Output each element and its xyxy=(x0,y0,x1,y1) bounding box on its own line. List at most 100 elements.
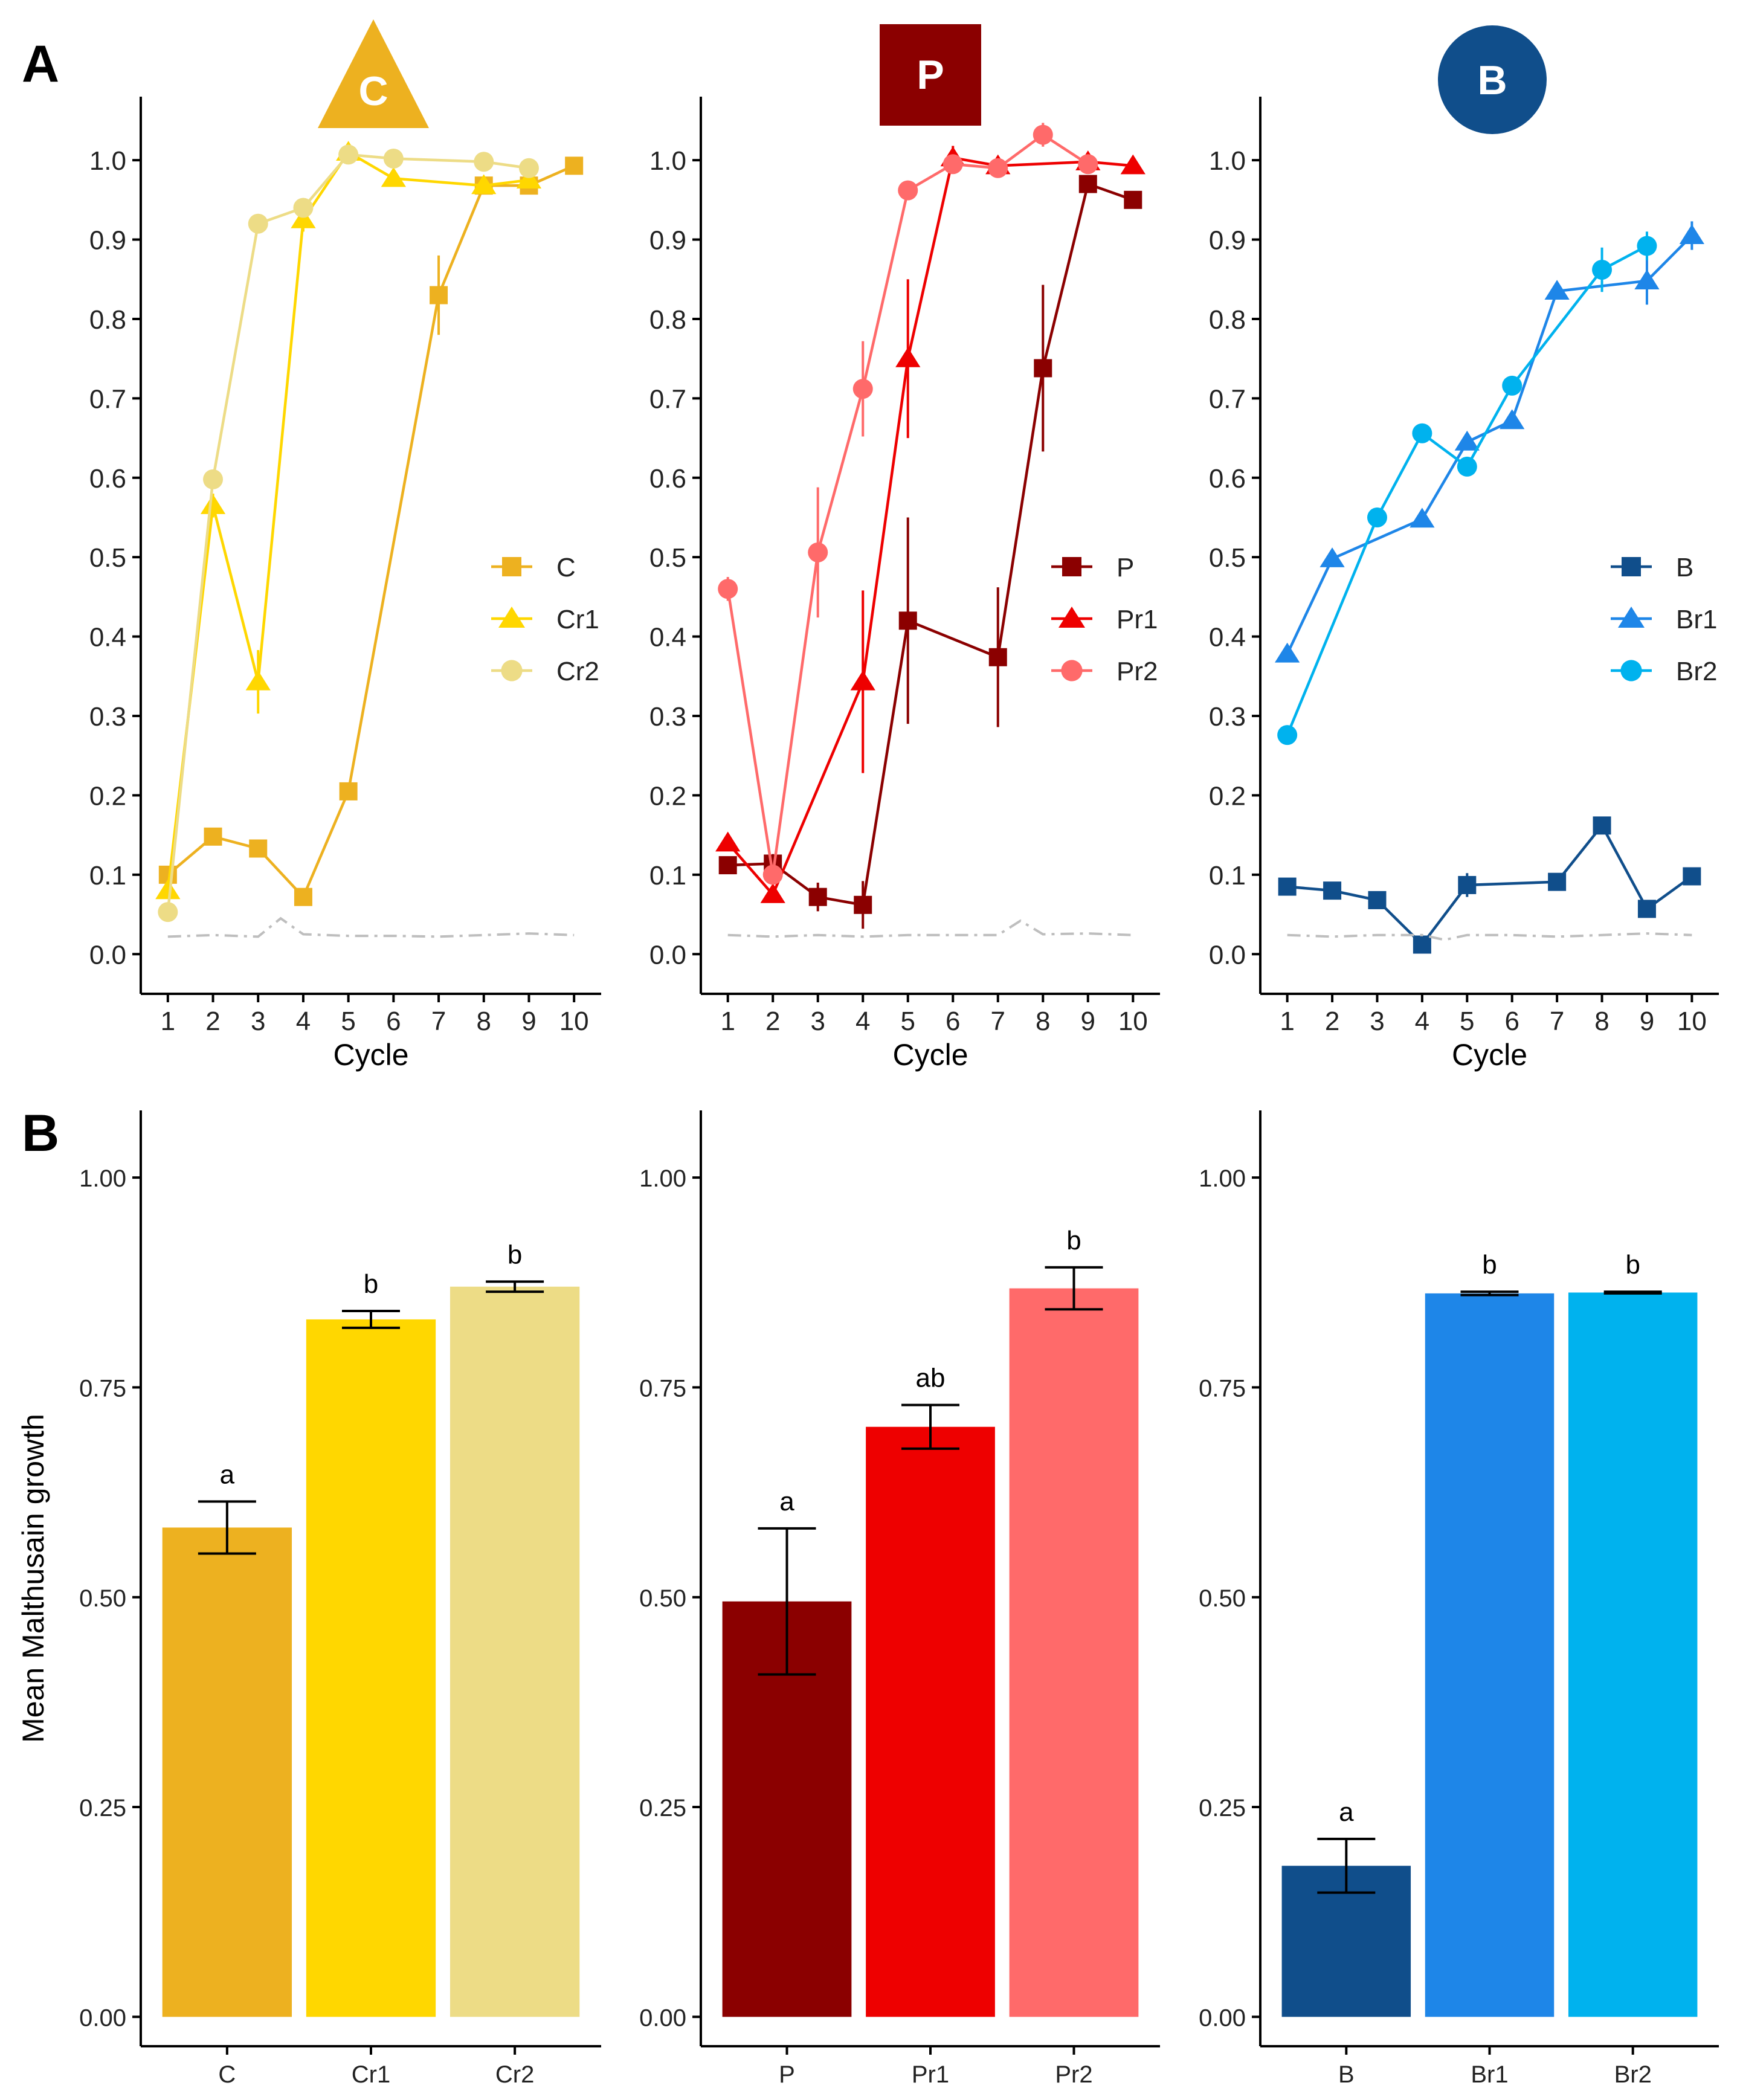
series-line-cr2 xyxy=(166,153,529,912)
x-tick-label: 2 xyxy=(765,1007,780,1036)
x-tick-label: 9 xyxy=(521,1007,536,1036)
legend-marker xyxy=(502,557,521,576)
significance-letter: b xyxy=(1482,1250,1497,1280)
y-tick-label: 1.0 xyxy=(1209,146,1246,176)
x-tick-label: C xyxy=(218,2061,236,2088)
x-tick-label: 4 xyxy=(856,1007,870,1036)
data-point xyxy=(1367,507,1387,528)
y-tick-label: 0.25 xyxy=(639,1795,686,1821)
y-tick-label: 0.8 xyxy=(649,305,686,335)
x-axis-title: Cycle xyxy=(1452,1038,1527,1072)
bar-chart-b-p: 0.00 0.25 0.50 0.75 1.00 a Pab Pr1 b Pr2 xyxy=(639,1110,1160,2088)
data-point xyxy=(1410,507,1435,528)
control-line xyxy=(1287,932,1692,941)
series-line-br1 xyxy=(1286,234,1693,655)
data-point xyxy=(988,648,1007,666)
bar-chart-b-b: 0.00 0.25 0.50 0.75 1.00 a Bb Br1 b Br2 xyxy=(1199,1110,1719,2088)
data-point xyxy=(249,839,268,858)
bar-pr2 xyxy=(1009,1288,1139,2017)
significance-letter: a xyxy=(1339,1797,1354,1827)
x-tick-label: Cr2 xyxy=(495,2061,534,2088)
y-tick-label: 1.00 xyxy=(639,1165,686,1192)
data-point xyxy=(1593,816,1611,835)
data-point xyxy=(942,154,963,175)
x-tick-label: B xyxy=(1338,2061,1355,2088)
data-point xyxy=(518,158,539,178)
data-point xyxy=(852,379,873,399)
y-tick-label: 0.2 xyxy=(89,781,126,811)
legend-marker xyxy=(1058,607,1085,628)
x-tick-label: Cr1 xyxy=(352,2061,390,2088)
y-tick-label: 0.1 xyxy=(1209,861,1246,891)
legend-label: C xyxy=(556,553,576,582)
x-tick-label: 4 xyxy=(1415,1007,1429,1036)
x-tick-label: 6 xyxy=(946,1007,960,1036)
data-point xyxy=(1277,725,1298,746)
series-line-pr1 xyxy=(727,156,1133,897)
legend-label: Br1 xyxy=(1676,605,1717,634)
badge-label: P xyxy=(917,52,944,98)
y-tick-label: 1.00 xyxy=(1199,1165,1246,1192)
line-chart-a-p: P 0.0 0.1 0.2 0.3 0.4 0.5 0.6 0.7 0.8 0.9 1.0 1 2 3 4 5 6… xyxy=(649,24,1160,1072)
bar-br2 xyxy=(1568,1292,1698,2017)
y-tick-label: 0.25 xyxy=(1199,1795,1246,1821)
y-tick-label: 0.6 xyxy=(1209,464,1246,494)
y-tick-label: 0.2 xyxy=(1209,781,1246,811)
badge-circle-icon xyxy=(1438,25,1547,134)
legend-marker xyxy=(501,660,523,681)
legend-label: Pr1 xyxy=(1116,605,1158,634)
y-tick-label: 0.00 xyxy=(79,2005,126,2031)
charts-container: C 0.0 0.1 0.2 0.3 0.4 0.5 0.6 0.7 0.8 0.9 1.0 1 2 3 4 5 6… xyxy=(16,19,1719,2088)
y-tick-label: 0.8 xyxy=(89,305,126,335)
panel-label-a: A xyxy=(22,35,59,93)
data-point xyxy=(1413,935,1431,954)
data-point xyxy=(1548,872,1567,891)
data-point xyxy=(988,158,1008,178)
y-tick-label: 0.7 xyxy=(89,384,126,414)
series-line-p xyxy=(727,182,1134,907)
data-point xyxy=(1637,236,1657,256)
data-point xyxy=(474,152,494,172)
x-tick-label: Pr2 xyxy=(1055,2061,1092,2088)
x-tick-label: 5 xyxy=(341,1007,355,1036)
data-point xyxy=(808,887,827,906)
x-tick-label: P xyxy=(779,2061,795,2088)
legend-label: Br2 xyxy=(1676,657,1717,686)
x-tick-label: 10 xyxy=(1118,1007,1148,1036)
y-tick-label: 0.1 xyxy=(649,861,686,891)
x-tick-label: 7 xyxy=(1550,1007,1564,1036)
data-point xyxy=(1278,877,1297,896)
x-axis-title: Cycle xyxy=(333,1038,408,1072)
y-tick-label: 0.4 xyxy=(1209,623,1246,652)
data-point xyxy=(715,831,741,852)
x-tick-label: 7 xyxy=(991,1007,1005,1036)
x-tick-label: 4 xyxy=(296,1007,311,1036)
x-tick-label: Br2 xyxy=(1614,2061,1652,2088)
significance-letter: b xyxy=(364,1269,378,1299)
series-line-br2 xyxy=(1286,245,1648,736)
data-point xyxy=(565,156,584,175)
y-tick-label: 0.5 xyxy=(89,543,126,573)
data-point xyxy=(204,827,222,846)
legend-marker xyxy=(1622,557,1641,576)
control-line xyxy=(727,919,1133,938)
series-line-c xyxy=(167,164,575,900)
data-point xyxy=(718,856,737,875)
x-tick-label: 1 xyxy=(161,1007,175,1036)
data-point xyxy=(339,782,358,800)
data-point xyxy=(516,169,542,189)
x-tick-label: 10 xyxy=(559,1007,589,1036)
x-tick-label: 1 xyxy=(720,1007,735,1036)
x-tick-label: 9 xyxy=(1640,1007,1654,1036)
data-point xyxy=(155,879,181,900)
data-point xyxy=(203,469,224,489)
data-point xyxy=(1683,867,1701,886)
x-tick-label: 8 xyxy=(1594,1007,1609,1036)
data-point xyxy=(1120,154,1146,175)
y-tick-label: 0.50 xyxy=(1199,1585,1246,1612)
bar-pr1 xyxy=(866,1426,995,2017)
y-tick-label: 0.3 xyxy=(649,702,686,732)
x-tick-label: 5 xyxy=(1460,1007,1474,1036)
badge-label: B xyxy=(1477,57,1507,103)
